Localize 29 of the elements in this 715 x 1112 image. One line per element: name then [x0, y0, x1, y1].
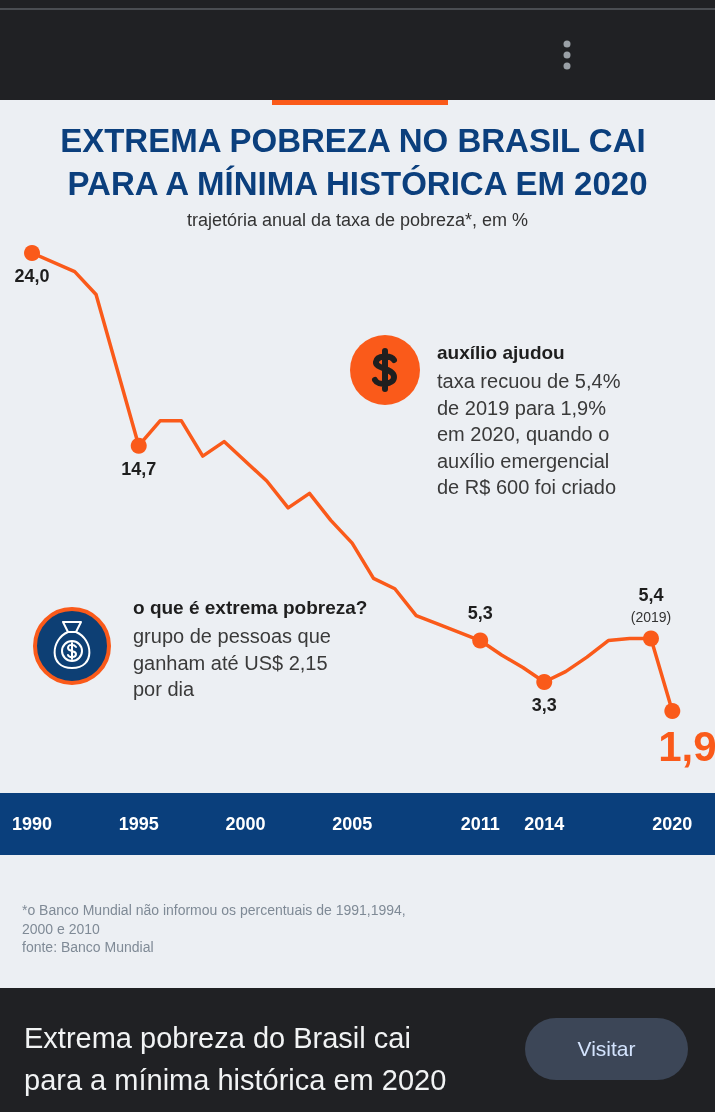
data-label: 24,0: [14, 266, 50, 286]
point: [664, 703, 681, 719]
data-label: 5,3: [467, 602, 493, 623]
point: [130, 437, 147, 454]
text: Extrema pobreza do Brasil cai para a mínima histórica em 2020: [24, 1021, 448, 1098]
point: [642, 630, 659, 647]
visit-button[interactable]: Visitar: [525, 1018, 688, 1080]
annotation: o que é extrema pobreza?: [133, 597, 369, 619]
x-tick-label: 1995: [118, 814, 159, 834]
source-note: fonte: Banco Mundial: [22, 938, 155, 957]
data-label: 1,9: [658, 722, 715, 770]
data-label: 5,4: [638, 585, 664, 606]
annotation: grupo de pessoas que ganham até US$ 2,15 por dia: [133, 624, 332, 702]
annotation: (2019): [630, 609, 672, 626]
data-label: 14,7: [121, 458, 157, 479]
point: [472, 632, 489, 649]
x-tick-label: 1990: [11, 814, 53, 834]
point: [536, 673, 553, 690]
x-tick-label: 2020: [652, 814, 693, 834]
chart-subtitle: trajetória anual da taxa de pobreza*, em %: [186, 210, 529, 230]
x-tick-label: 2000: [225, 814, 266, 834]
chart-title: EXTREMA POBREZA NO BRASIL CAI PARA A MÍNIMA HISTÓRICA EM 2020: [60, 122, 655, 202]
data-label: 3,3: [531, 694, 557, 715]
x-tick-label: 2005: [332, 814, 373, 834]
x-tick-label: 2011: [460, 814, 500, 834]
annotation: auxílio ajudou: [437, 342, 566, 364]
x-tick-label: 2014: [524, 814, 565, 834]
annotation: taxa recuou de 5,4% de 2019 para 1,9% em 2020, quando o auxílio emergencial de R$ 600 foi criado: [437, 369, 622, 500]
point: [24, 245, 41, 261]
